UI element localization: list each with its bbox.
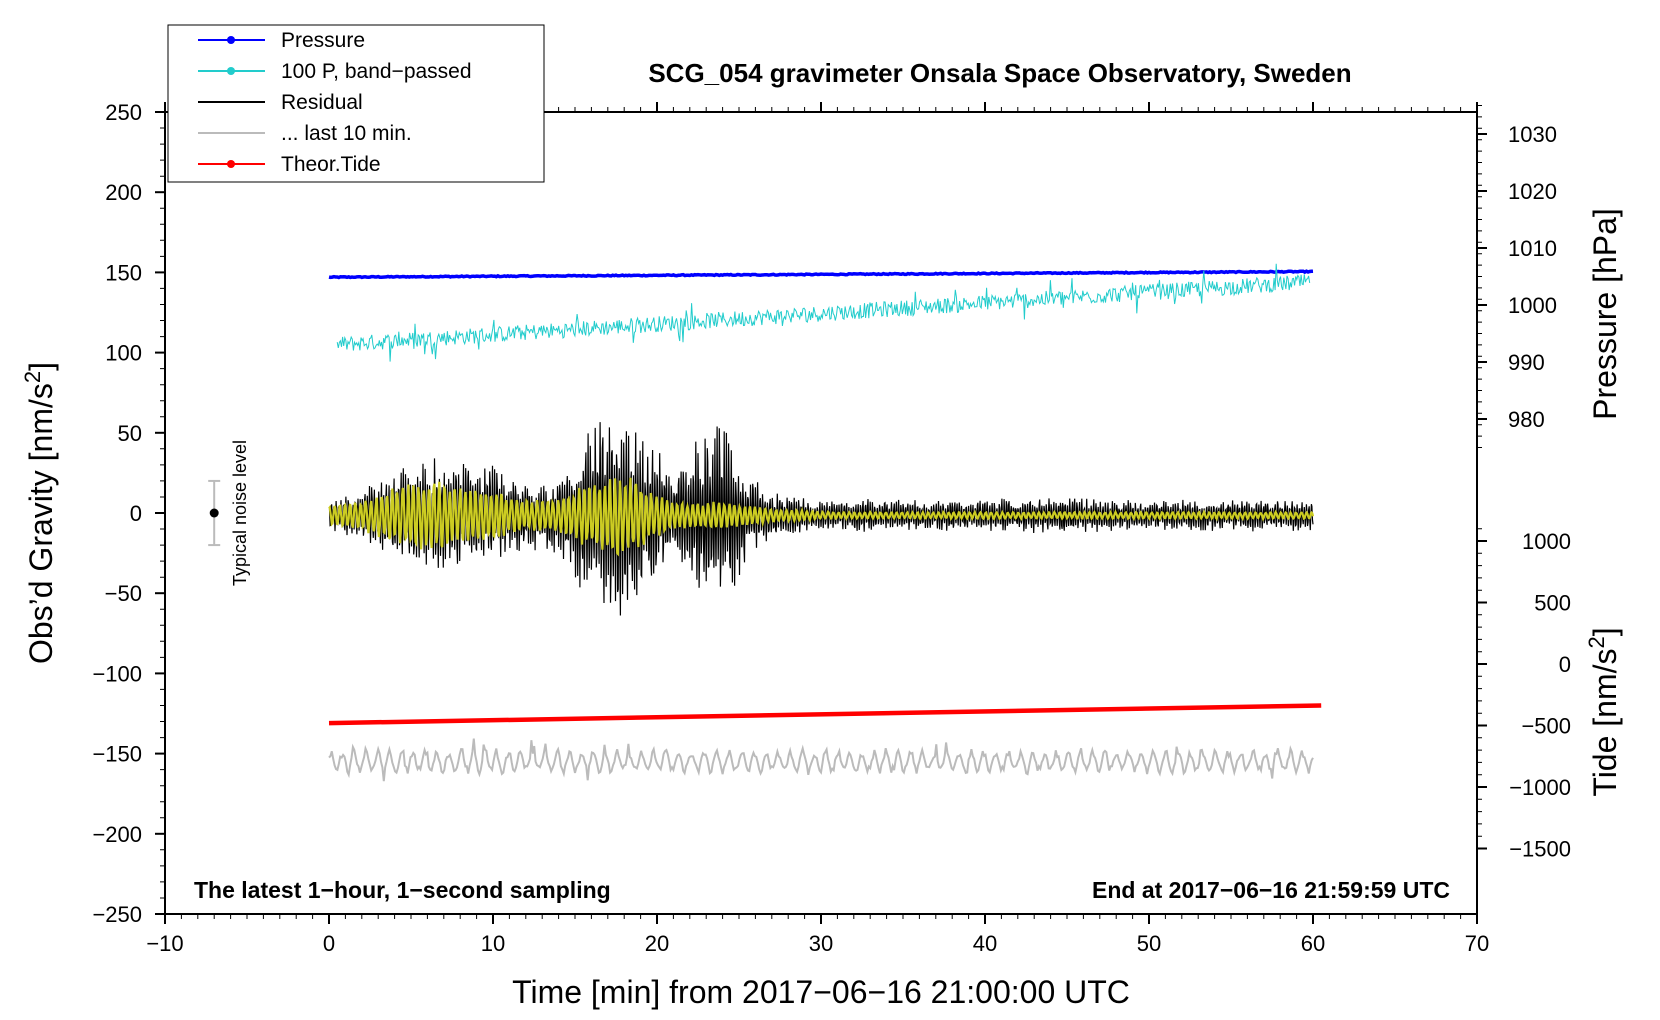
y-tick-label: −250: [92, 902, 142, 927]
noise-bar: [208, 479, 221, 547]
legend-item: Residual: [198, 91, 363, 114]
y-tick-label: −150: [92, 742, 142, 767]
theoretical-tide-line: [328, 703, 1322, 726]
y-axis-title-close: ]: [23, 362, 59, 371]
legend-label: 100 P, band−passed: [281, 60, 472, 83]
tide-tick-label: 500: [1534, 591, 1571, 616]
y-tick-label: 150: [105, 260, 142, 285]
tide-tick-label: −1500: [1509, 837, 1571, 862]
pressure-axis-ticks: 1030 1020 1010 1000 990 980: [1477, 122, 1557, 432]
chart-title: SCG_054 gravimeter Onsala Space Observat…: [648, 58, 1351, 88]
legend-item: Pressure: [198, 29, 365, 52]
pressure-line: [328, 269, 1314, 280]
tide-axis-title-main: Tide [nm/s: [1587, 648, 1623, 796]
y-axis-title: Obs’d Gravity [nm/s2]: [20, 362, 59, 664]
residual-filtered-line: [328, 477, 1315, 557]
tide-tick-label: 0: [1559, 652, 1571, 677]
legend-box: [167, 24, 545, 183]
pressure-tick-label: 1030: [1508, 122, 1557, 147]
pressure-tick-label: 990: [1508, 350, 1545, 375]
legend-swatch-marker: [227, 67, 235, 75]
tide-tick-label: −500: [1521, 714, 1571, 739]
legend-item: 100 P, band−passed: [198, 60, 472, 83]
legend-swatch-marker: [227, 160, 235, 168]
noise-level-label: Typical noise level: [230, 440, 250, 586]
tide-axis-title-sup: 2: [1584, 636, 1609, 648]
y-tick-label: 50: [118, 421, 142, 446]
legend-label: Residual: [281, 91, 363, 114]
note-left: The latest 1−hour, 1−second sampling: [194, 877, 611, 903]
y-axis-title-sup: 2: [20, 371, 45, 383]
x-tick-label: 50: [1137, 931, 1161, 956]
tide-axis-title: Tide [nm/s2]: [1584, 627, 1623, 796]
legend-swatch-marker: [227, 36, 235, 44]
y-tick-label: 100: [105, 341, 142, 366]
legend-item: ... last 10 min.: [198, 122, 412, 145]
tide-axis-title-close: ]: [1587, 627, 1623, 636]
y-axis-ticks: 250 200 150 100 50 0 −50 −100 −150 −200 −250: [92, 100, 165, 927]
pressure-tick-label: 980: [1508, 407, 1545, 432]
pressure-axis-title: Pressure [hPa]: [1587, 208, 1623, 420]
y-tick-label: −200: [92, 822, 142, 847]
y-tick-label: 200: [105, 180, 142, 205]
y-tick-label: 250: [105, 100, 142, 125]
legend-label: Pressure: [281, 29, 365, 52]
last-10-min-line: [328, 738, 1314, 782]
noise-bar-center-dot: [209, 508, 219, 518]
legend-item: Theor.Tide: [198, 153, 381, 176]
series-layer: [328, 263, 1322, 782]
x-tick-label: 0: [323, 931, 335, 956]
x-axis-title: Time [min] from 2017−06−16 21:00:00 UTC: [512, 974, 1130, 1010]
x-axis-ticks: −10 0 10 20 30 40 50 60 70: [146, 102, 1489, 956]
note-right: End at 2017−06−16 21:59:59 UTC: [1092, 877, 1450, 903]
pressure-tick-label: 1000: [1508, 293, 1557, 318]
legend-label: Theor.Tide: [281, 153, 381, 176]
tide-axis-ticks: 1000 500 0 −500 −1000 −1500: [1477, 529, 1571, 862]
tide-tick-label: −1000: [1509, 775, 1571, 800]
x-tick-label: −10: [146, 931, 183, 956]
y-tick-label: −50: [105, 581, 142, 606]
x-tick-label: 40: [973, 931, 997, 956]
x-tick-label: 10: [481, 931, 505, 956]
legend-label: ... last 10 min.: [281, 122, 412, 145]
x-tick-label: 70: [1465, 931, 1489, 956]
legend: Pressure 100 P, band−passed Residual ... la…: [167, 24, 545, 183]
y-axis-title-main: Obs’d Gravity [nm/s: [23, 383, 59, 664]
y-tick-label: −100: [92, 661, 142, 686]
pressure-tick-label: 1020: [1508, 179, 1557, 204]
x-tick-label: 30: [809, 931, 833, 956]
pressure-tick-label: 1010: [1508, 236, 1557, 261]
x-tick-label: 60: [1301, 931, 1325, 956]
y-tick-label: 0: [130, 501, 142, 526]
band-passed-pressure-line: [336, 263, 1311, 362]
x-tick-label: 20: [645, 931, 669, 956]
tide-tick-label: 1000: [1522, 529, 1571, 554]
